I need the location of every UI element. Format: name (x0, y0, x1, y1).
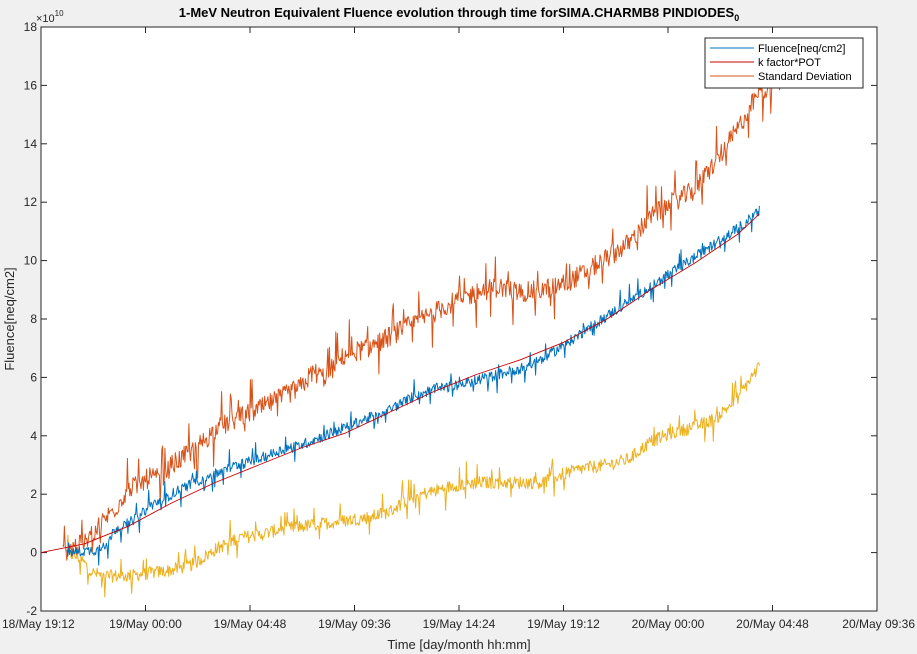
y-tick-label: 6 (30, 370, 37, 384)
chart-title-subscript: 0 (734, 13, 739, 23)
x-tick-label: 18/May 19:12 (2, 617, 75, 631)
series-line-1 (41, 213, 760, 554)
y-exponent-label: ×1010 (36, 9, 64, 25)
y-tick-label: 14 (24, 137, 38, 151)
x-tick-label: 19/May 19:12 (527, 617, 600, 631)
x-tick-label: 19/May 14:24 (423, 617, 496, 631)
axis-ticks: -2 0 2 4 6 8 10 12 14 16 18 18/May 19:12 19/May 00:0… (2, 20, 915, 631)
x-tick-label: 19/May 09:36 (318, 617, 391, 631)
y-tick-label: 0 (30, 546, 37, 560)
series-group (41, 71, 782, 598)
legend-entries: Fluence[neq/cm2] k factor*POT Standard Dev… (710, 43, 852, 83)
legend-label-2: Standard Deviation (758, 71, 852, 83)
legend-label-1: k factor*POT (758, 57, 821, 69)
x-tick-label: 19/May 04:48 (214, 617, 287, 631)
y-tick-label: 4 (30, 429, 37, 443)
y-tick-label: 12 (24, 195, 38, 209)
chart-title-main: 1-MeV Neutron Equivalent Fluence evoluti… (179, 5, 735, 20)
y-tick-label: 18 (24, 20, 38, 34)
plot-area (40, 26, 878, 612)
y-tick-label: 10 (24, 254, 38, 268)
x-tick-label: 20/May 04:48 (736, 617, 809, 631)
y-axis-label: Fluence[neq/cm2] (2, 267, 17, 370)
x-axis-label: Time [day/month hh:mm] (387, 637, 530, 652)
legend-label-0: Fluence[neq/cm2] (758, 43, 845, 55)
y-exponent-power: 10 (55, 9, 64, 18)
x-tick-label: 20/May 09:36 (842, 617, 915, 631)
y-exponent-base: ×10 (36, 13, 55, 25)
y-tick-label: 2 (30, 487, 37, 501)
legend[interactable]: Fluence[neq/cm2] k factor*POT Standard Dev… (704, 37, 864, 89)
series-line-2 (62, 71, 782, 561)
series-line-3 (66, 362, 760, 598)
y-tick-label: 16 (24, 78, 38, 92)
y-tick-label: -2 (26, 604, 37, 618)
legend-box (704, 37, 864, 89)
chart-title: 1-MeV Neutron Equivalent Fluence evoluti… (179, 5, 739, 23)
x-tick-label: 19/May 00:00 (109, 617, 182, 631)
series-line-0 (66, 205, 760, 566)
x-tick-label: 20/May 00:00 (632, 617, 705, 631)
y-tick-label: 8 (30, 312, 37, 326)
